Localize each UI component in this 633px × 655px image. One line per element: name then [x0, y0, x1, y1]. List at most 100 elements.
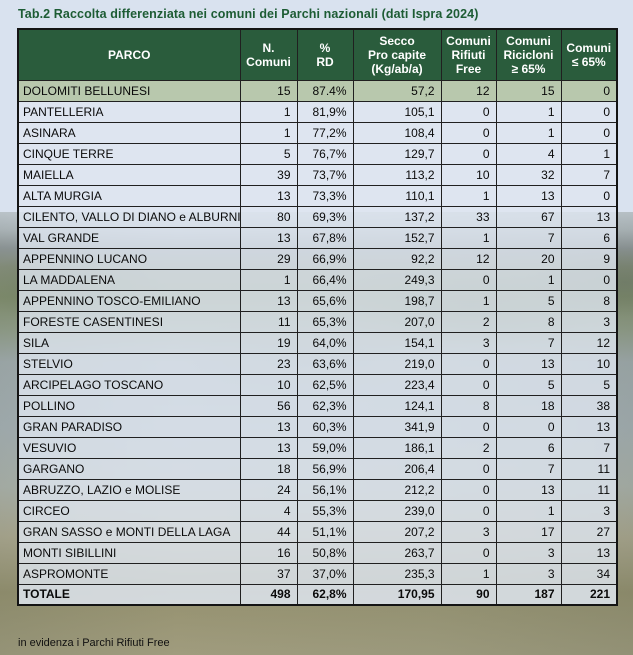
value-cell: 249,3 [352, 268, 442, 291]
value-cell: 0 [440, 457, 497, 480]
value-cell: 13 [239, 226, 298, 249]
value-cell: 170,95 [352, 583, 442, 606]
value-cell: 87.4% [296, 79, 354, 102]
value-cell: 57,2 [352, 79, 442, 102]
value-cell: 55,3% [296, 499, 354, 522]
value-cell: 11 [560, 478, 618, 501]
table-row: ARCIPELAGO TOSCANO 10 62,5% 223,4 0 5 5 [17, 373, 618, 396]
value-cell: 15 [239, 79, 298, 102]
value-cell: 66,4% [296, 268, 354, 291]
table-header-row: PARCO N. Comuni% RD Secco Pro capite (Kg/a… [17, 28, 618, 81]
value-cell: 13 [495, 352, 562, 375]
value-cell: 13 [560, 541, 618, 564]
value-cell: 0 [440, 142, 497, 165]
park-name-cell: ASPROMONTE [17, 562, 241, 585]
value-cell: 10 [560, 352, 618, 375]
value-cell: 13 [495, 478, 562, 501]
value-cell: 235,3 [352, 562, 442, 585]
table-row: PANTELLERIA 1 81,9% 105,1 0 1 0 [17, 100, 618, 123]
value-cell: 12 [440, 247, 497, 270]
value-cell: 6 [560, 226, 618, 249]
value-cell: 110,1 [352, 184, 442, 207]
value-cell: 10 [440, 163, 497, 186]
table-row: ASINARA 1 77,2% 108,4 0 1 0 [17, 121, 618, 144]
value-cell: 65,6% [296, 289, 354, 312]
table-row: POLLINO 56 62,3% 124,1 8 18 38 [17, 394, 618, 417]
park-name-cell: CILENTO, VALLO DI DIANO e ALBURNI [17, 205, 241, 228]
park-name-cell: STELVIO [17, 352, 241, 375]
value-cell: 1 [560, 142, 618, 165]
table-row: GARGANO 18 56,9% 206,4 0 7 11 [17, 457, 618, 480]
value-cell: 207,2 [352, 520, 442, 543]
value-cell: 5 [495, 289, 562, 312]
value-cell: 19 [239, 331, 298, 354]
table-row: GRAN SASSO e MONTI DELLA LAGA 44 51,1% 207,… [17, 520, 618, 543]
value-cell: 3 [560, 310, 618, 333]
value-cell: 66,9% [296, 247, 354, 270]
value-cell: 0 [560, 100, 618, 123]
park-name-cell: CIRCEO [17, 499, 241, 522]
value-cell: 239,0 [352, 499, 442, 522]
value-cell: 76,7% [296, 142, 354, 165]
value-cell: 8 [560, 289, 618, 312]
park-name-cell: PANTELLERIA [17, 100, 241, 123]
value-cell: 1 [440, 184, 497, 207]
value-cell: 44 [239, 520, 298, 543]
park-name-cell: MONTI SIBILLINI [17, 541, 241, 564]
value-cell: 198,7 [352, 289, 442, 312]
value-cell: 73,3% [296, 184, 354, 207]
value-cell: 221 [560, 583, 618, 606]
value-cell: 7 [560, 436, 618, 459]
value-cell: 50,8% [296, 541, 354, 564]
value-cell: 206,4 [352, 457, 442, 480]
value-cell: 18 [495, 394, 562, 417]
value-cell: 20 [495, 247, 562, 270]
park-name-cell: GARGANO [17, 457, 241, 480]
value-cell: 0 [560, 184, 618, 207]
value-cell: 13 [239, 415, 298, 438]
value-cell: 0 [440, 478, 497, 501]
value-cell: 0 [440, 121, 497, 144]
value-cell: 81,9% [296, 100, 354, 123]
value-cell: 69,3% [296, 205, 354, 228]
value-cell: 219,0 [352, 352, 442, 375]
value-cell: 13 [560, 415, 618, 438]
table-row: VESUVIO 13 59,0% 186,1 2 6 7 [17, 436, 618, 459]
value-cell: 62,3% [296, 394, 354, 417]
table-row: SILA 19 64,0% 154,1 3 7 12 [17, 331, 618, 354]
value-cell: 7 [495, 331, 562, 354]
value-cell: 341,9 [352, 415, 442, 438]
table-row: STELVIO 23 63,6% 219,0 0 13 10 [17, 352, 618, 375]
value-cell: 5 [560, 373, 618, 396]
park-name-cell: ABRUZZO, LAZIO e MOLISE [17, 478, 241, 501]
value-cell: 29 [239, 247, 298, 270]
value-cell: 6 [495, 436, 562, 459]
value-cell: 13 [239, 436, 298, 459]
column-header: % RD [296, 28, 354, 81]
table-row: CIRCEO 4 55,3% 239,0 0 1 3 [17, 499, 618, 522]
value-cell: 34 [560, 562, 618, 585]
value-cell: 124,1 [352, 394, 442, 417]
park-name-cell: GRAN SASSO e MONTI DELLA LAGA [17, 520, 241, 543]
value-cell: 64,0% [296, 331, 354, 354]
table-row: APPENNINO LUCANO 29 66,9% 92,2 12 20 9 [17, 247, 618, 270]
value-cell: 3 [440, 331, 497, 354]
value-cell: 62,8% [296, 583, 354, 606]
value-cell: 1 [495, 100, 562, 123]
value-cell: 56,1% [296, 478, 354, 501]
value-cell: 4 [495, 142, 562, 165]
park-name-cell: POLLINO [17, 394, 241, 417]
value-cell: 9 [560, 247, 618, 270]
value-cell: 33 [440, 205, 497, 228]
value-cell: 187 [495, 583, 562, 606]
value-cell: 4 [239, 499, 298, 522]
park-name-cell: CINQUE TERRE [17, 142, 241, 165]
value-cell: 105,1 [352, 100, 442, 123]
park-name-cell: APPENNINO TOSCO-EMILIANO [17, 289, 241, 312]
value-cell: 62,5% [296, 373, 354, 396]
value-cell: 137,2 [352, 205, 442, 228]
value-cell: 10 [239, 373, 298, 396]
value-cell: 498 [239, 583, 298, 606]
value-cell: 67,8% [296, 226, 354, 249]
column-header: Secco Pro capite (Kg/ab/a) [352, 28, 442, 81]
